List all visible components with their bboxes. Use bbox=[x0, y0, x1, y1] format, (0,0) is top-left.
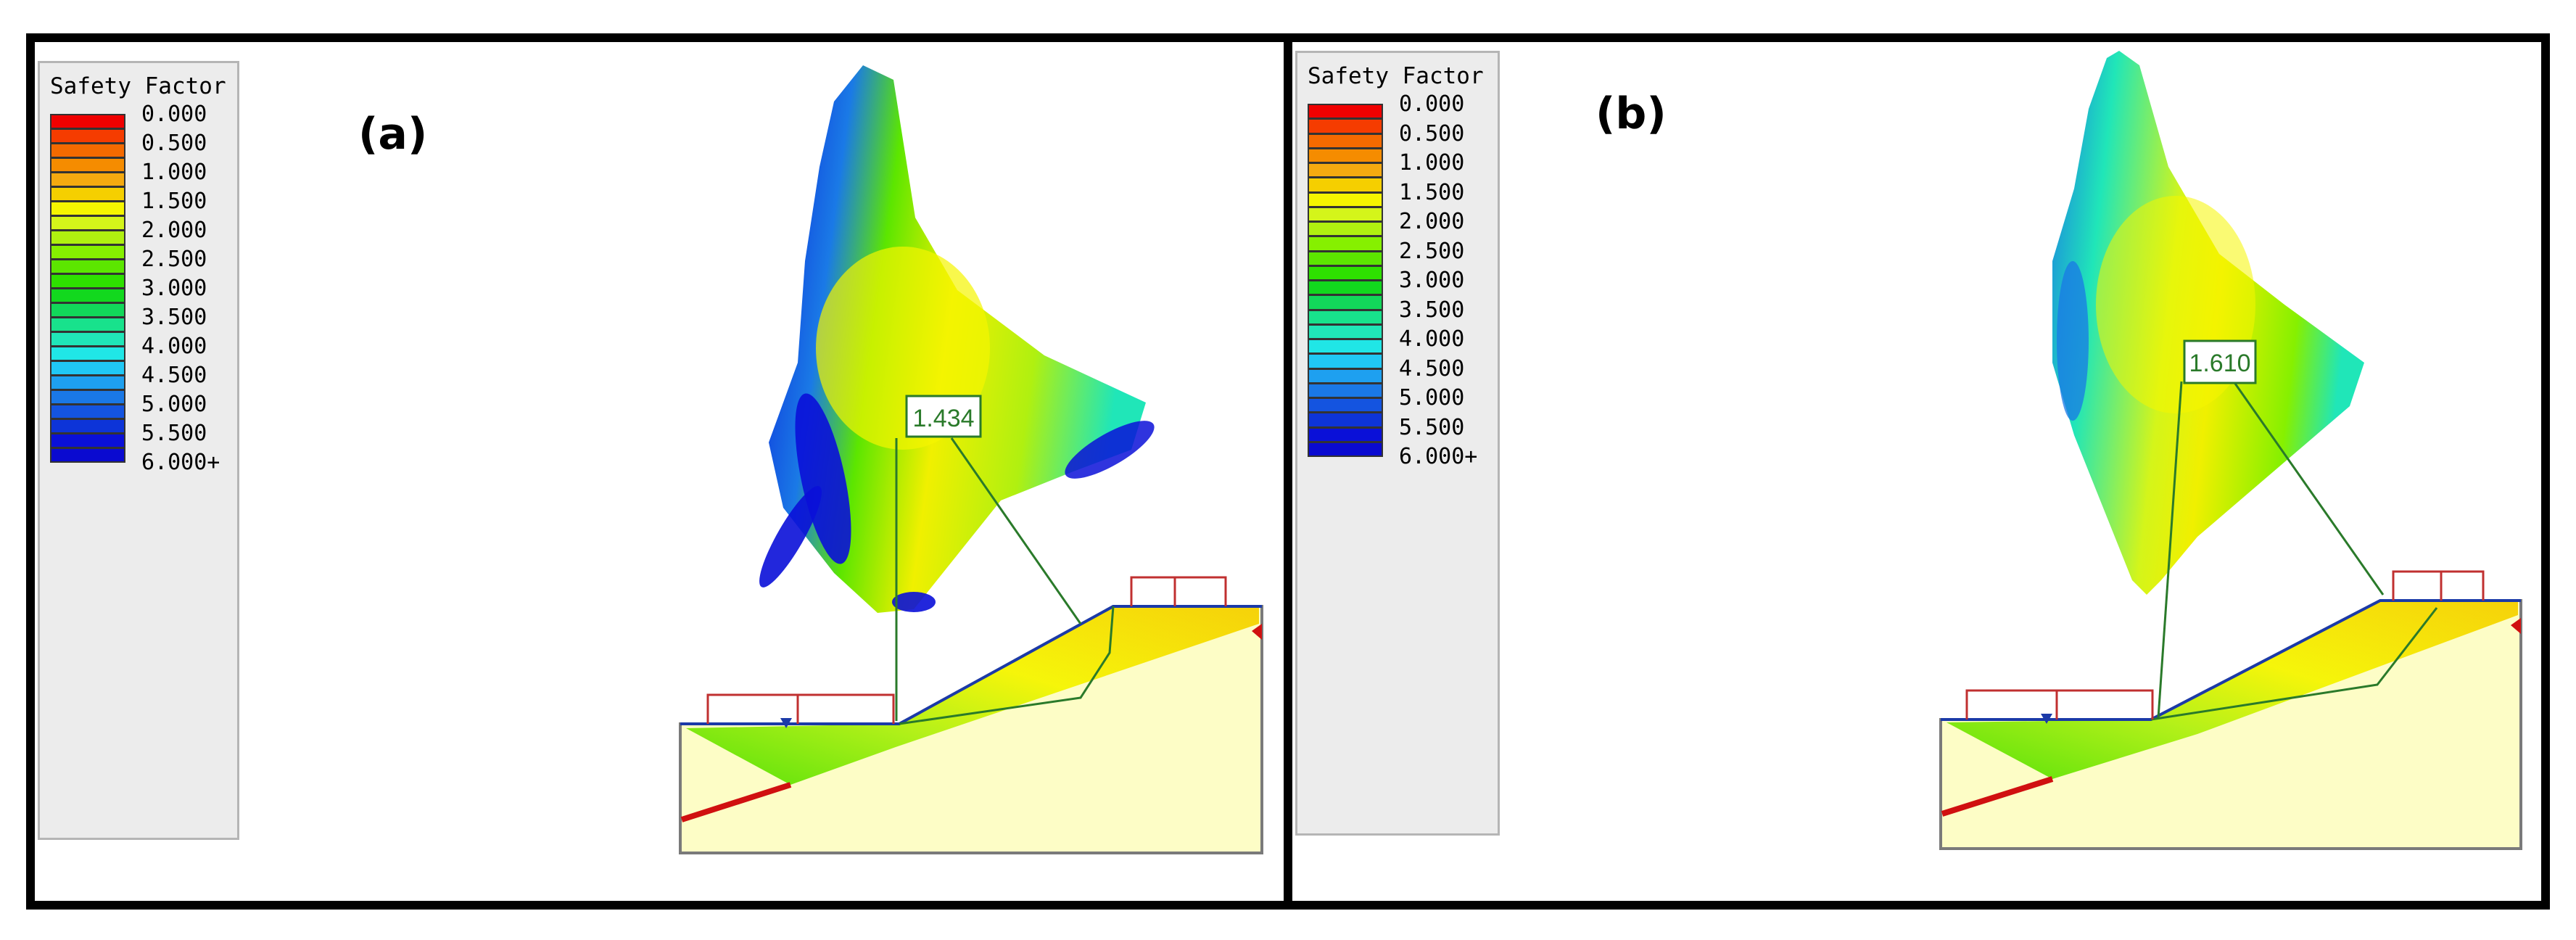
legend-swatch bbox=[1308, 147, 1383, 163]
legend-tick-label: 0.000 bbox=[1399, 91, 1465, 117]
panel-label-b: (b) bbox=[1595, 88, 1667, 139]
legend-swatch bbox=[1308, 236, 1383, 252]
legend-tick-label: 5.000 bbox=[1399, 385, 1465, 411]
legend-swatch bbox=[1308, 206, 1383, 222]
legend-swatch bbox=[1308, 426, 1383, 442]
legend-tick-label: 2.500 bbox=[1399, 238, 1465, 264]
slope-model-b bbox=[1939, 570, 2522, 850]
legend-swatch bbox=[1308, 382, 1383, 398]
legend-swatch bbox=[1308, 177, 1383, 193]
legend-swatch bbox=[1308, 294, 1383, 310]
fs-label-a: 1.434 bbox=[895, 395, 1082, 721]
fs-value: 1.610 bbox=[2189, 350, 2250, 377]
legend-tick-label: 0.500 bbox=[141, 131, 207, 156]
legend-tick-label: 2.000 bbox=[1399, 209, 1465, 234]
legend-swatch bbox=[1308, 280, 1383, 296]
slip-surface bbox=[899, 606, 1115, 725]
legend-swatch bbox=[1308, 339, 1383, 355]
legend-tick-label: 2.500 bbox=[141, 247, 207, 272]
legend-tick-label: 1.000 bbox=[141, 160, 207, 185]
critical-zone bbox=[686, 606, 1259, 785]
legend-swatch bbox=[1308, 221, 1383, 237]
legend-tick-label: 0.000 bbox=[141, 102, 207, 127]
legend-tick-label: 4.000 bbox=[1399, 326, 1465, 352]
legend-tick-label: 3.000 bbox=[1399, 268, 1465, 293]
legend-tick-label: 5.500 bbox=[141, 421, 207, 446]
load-box bbox=[1130, 576, 1227, 606]
legend-swatch bbox=[1308, 323, 1383, 339]
fs-value: 1.434 bbox=[912, 405, 974, 432]
legend-swatch bbox=[1308, 412, 1383, 428]
legend-swatch bbox=[1308, 368, 1383, 384]
slope-edge bbox=[1252, 624, 1262, 640]
critical-zone bbox=[1947, 601, 2518, 779]
legend-swatch bbox=[1308, 397, 1383, 413]
water-marker-icon bbox=[780, 718, 792, 728]
legend-swatch bbox=[1308, 353, 1383, 369]
legend-a: Safety Factor 0.000 0.500 1.000 1.500 2.000 2… bbox=[38, 61, 239, 840]
search-cloud-b bbox=[2052, 51, 2364, 595]
load-box bbox=[706, 693, 895, 724]
legend-tick-label: 1.000 bbox=[1399, 150, 1465, 176]
legend-tick-label: 6.000+ bbox=[1399, 444, 1478, 469]
load-box bbox=[1965, 689, 2154, 720]
legend-swatch bbox=[1308, 133, 1383, 149]
legend-swatch bbox=[1308, 265, 1383, 281]
legend-swatch bbox=[1308, 441, 1383, 457]
legend-tick-label: 5.500 bbox=[1399, 414, 1465, 440]
legend-tick-label: 4.500 bbox=[141, 363, 207, 388]
legend-tick-label: 1.500 bbox=[1399, 179, 1465, 205]
fs-label-b: 1.610 bbox=[2157, 339, 2385, 719]
legend-tick-label: 3.000 bbox=[141, 276, 207, 301]
legend-tick-label: 3.500 bbox=[1399, 297, 1465, 323]
legend-tick-label: 5.000 bbox=[141, 392, 207, 417]
slope-edge bbox=[2511, 618, 2521, 634]
legend-swatch bbox=[1308, 250, 1383, 266]
legend-tick-label: 0.500 bbox=[1399, 120, 1465, 147]
legend-tick-label: 1.500 bbox=[141, 189, 207, 214]
legend-b: Safety Factor 0.000 0.500 1.000 1.500 2.000 2… bbox=[1295, 51, 1500, 836]
slip-surface bbox=[2150, 607, 2438, 721]
legend-tick-label: 6.000+ bbox=[141, 450, 220, 475]
legend-tick-label: 3.500 bbox=[141, 305, 207, 330]
search-cloud-a bbox=[759, 65, 1155, 613]
slope-model-a bbox=[679, 576, 1263, 854]
legend-title: Safety Factor bbox=[50, 73, 226, 99]
legend-swatch bbox=[1308, 162, 1383, 178]
ground-surface bbox=[680, 605, 1262, 725]
legend-swatch bbox=[50, 448, 125, 463]
legend-title: Safety Factor bbox=[1308, 63, 1484, 89]
legend-swatch bbox=[1308, 309, 1383, 325]
slip-line bbox=[680, 782, 792, 822]
panel-label-a: (a) bbox=[358, 109, 428, 160]
legend-tick-label: 4.000 bbox=[141, 334, 207, 359]
load-box bbox=[2392, 570, 2485, 601]
slip-line bbox=[1941, 776, 2054, 817]
legend-swatch bbox=[1308, 104, 1383, 120]
legend-swatch bbox=[1308, 191, 1383, 207]
water-marker-icon bbox=[2041, 714, 2052, 724]
legend-tick-label: 2.000 bbox=[141, 218, 207, 243]
legend-tick-label: 4.500 bbox=[1399, 355, 1465, 382]
legend-swatch bbox=[1308, 118, 1383, 134]
